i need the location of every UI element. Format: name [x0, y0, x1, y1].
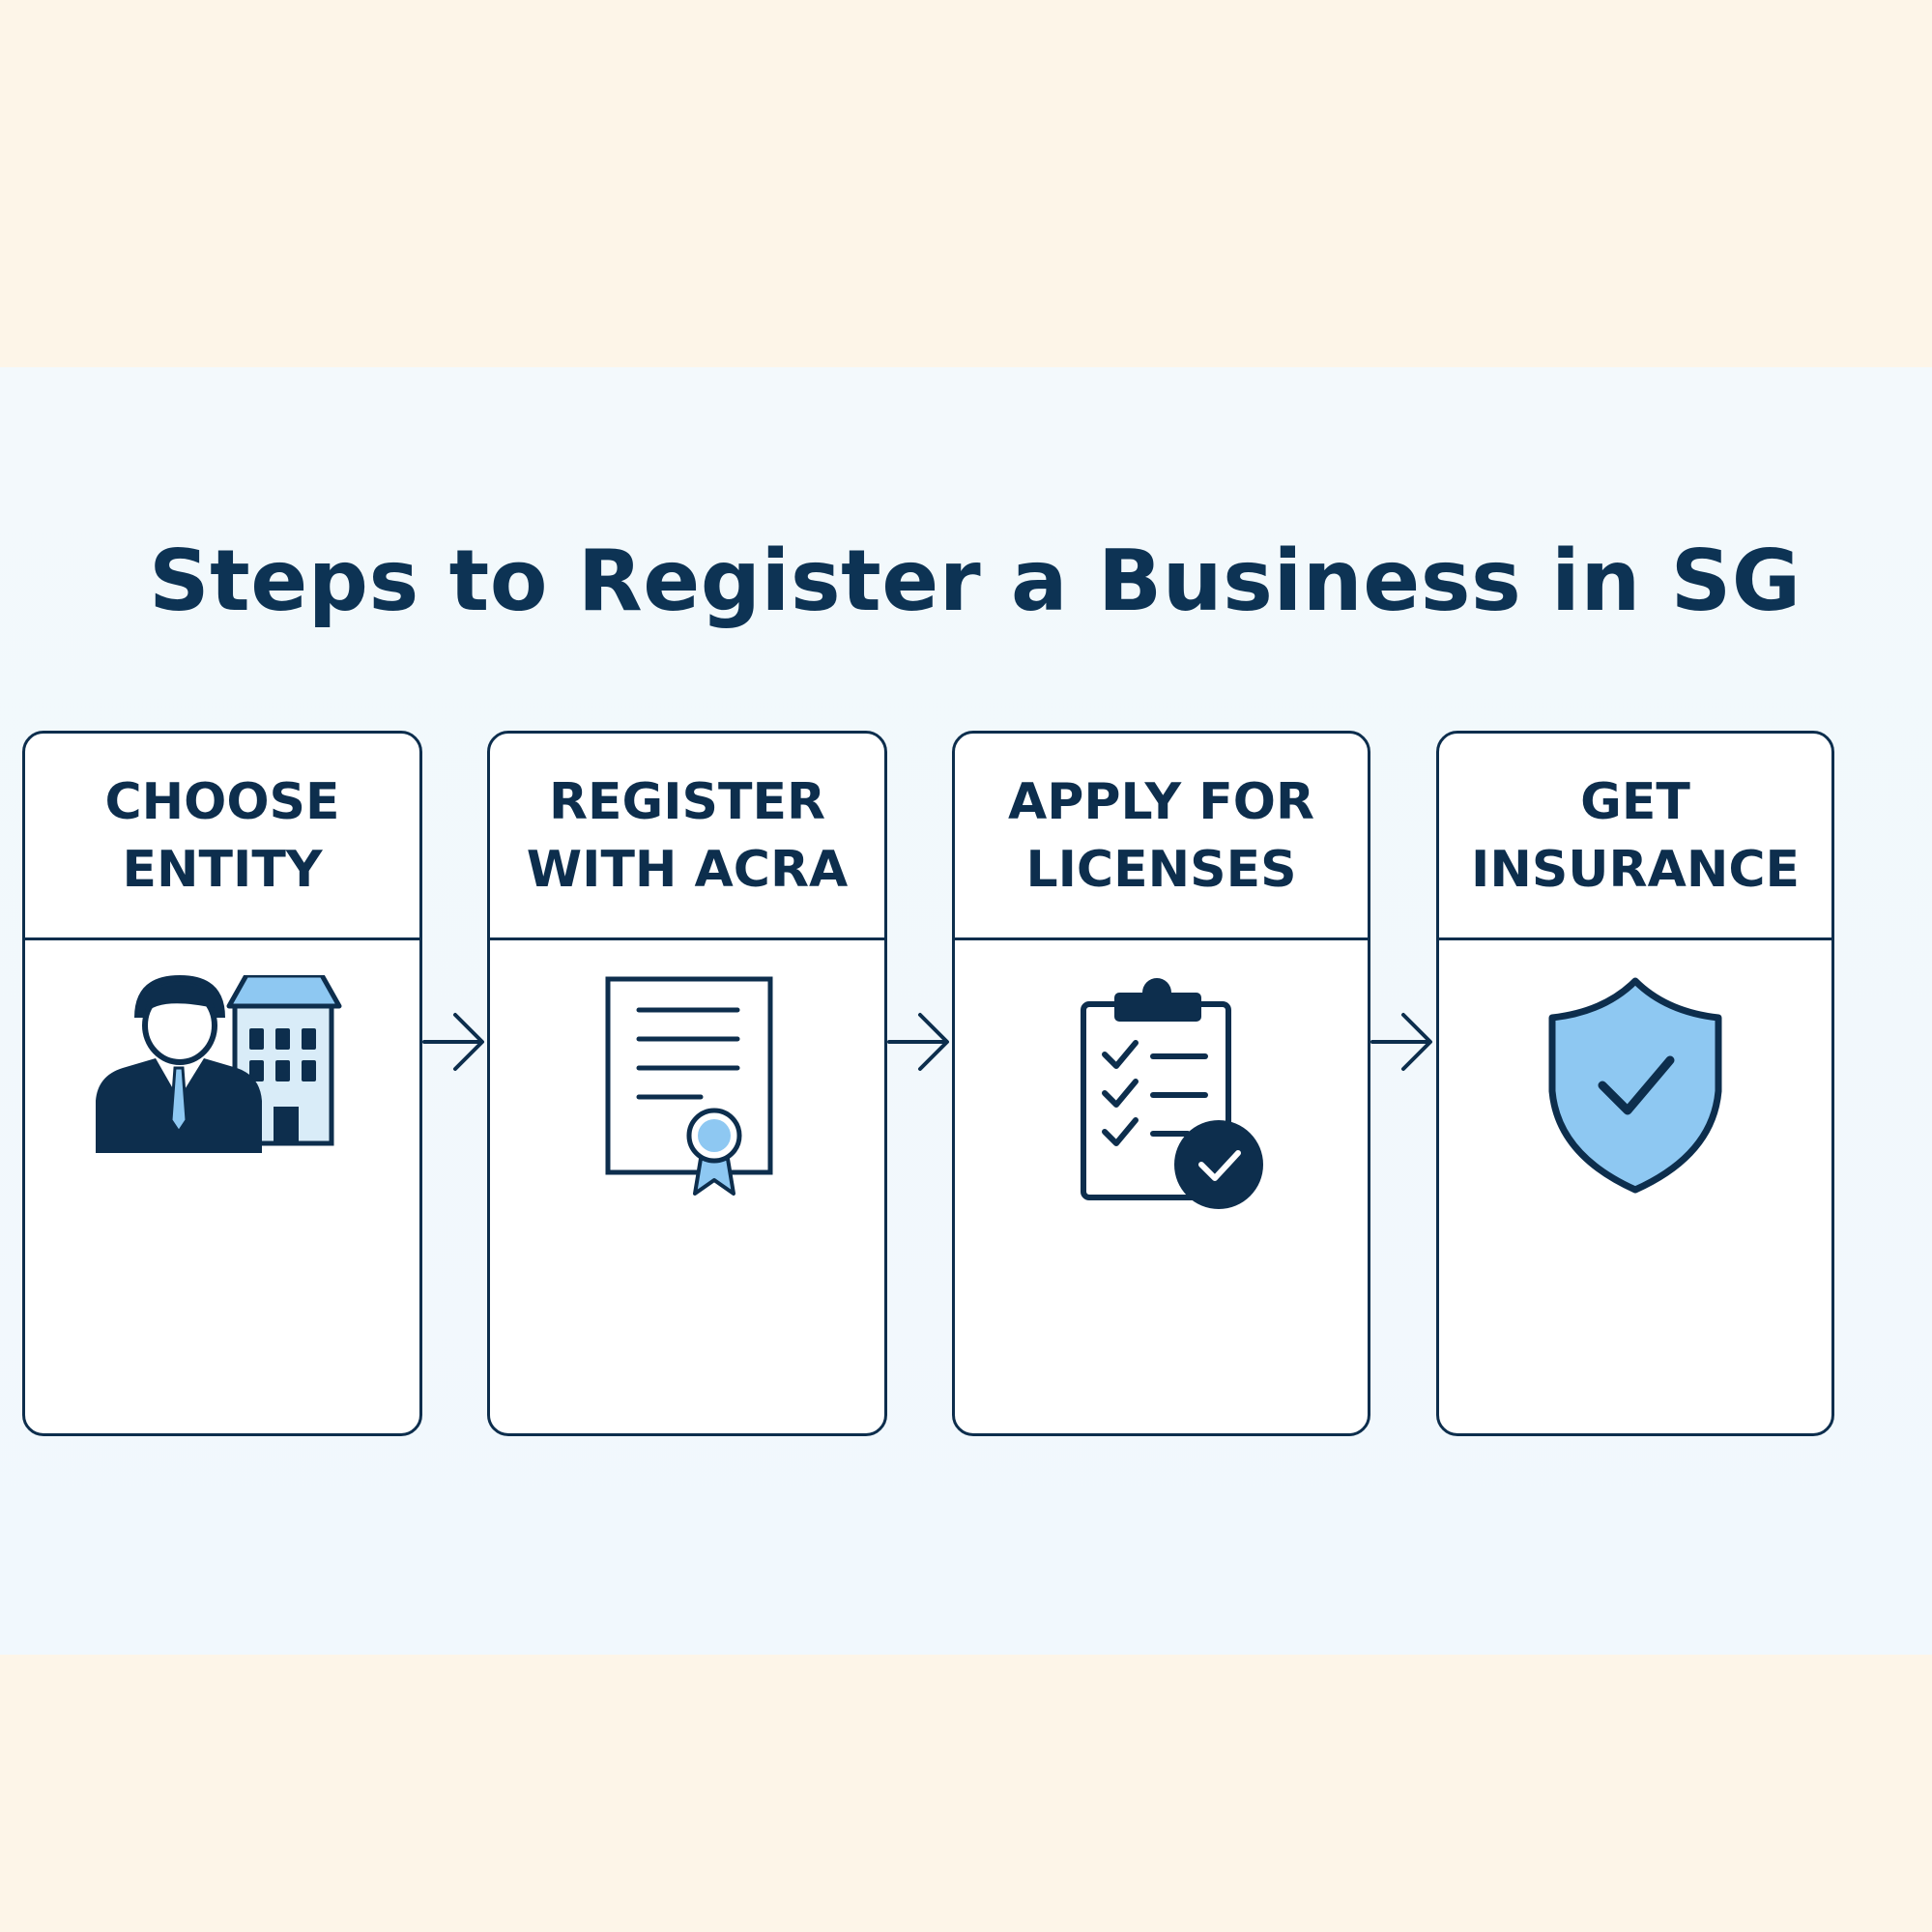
step-label: GET INSURANCE [1470, 772, 1801, 899]
arrow-icon [422, 1013, 484, 1071]
diagram-title: Steps to Register a Business in SG [149, 532, 1802, 630]
person-building-icon [96, 975, 342, 1153]
step-card-header: CHOOSE ENTITY [25, 734, 419, 940]
arrow-icon [887, 1013, 949, 1071]
shield-check-icon [1548, 977, 1722, 1194]
step-label: REGISTER WITH ACRA [526, 772, 849, 899]
step-card-register-with-acra: REGISTER WITH ACRA [487, 731, 887, 1436]
certificate-icon [605, 976, 773, 1196]
step-card-choose-entity: CHOOSE ENTITY [22, 731, 422, 1436]
arrow-icon [1370, 1013, 1432, 1071]
clipboard-checklist-icon [1080, 978, 1263, 1209]
step-card-apply-for-licenses: APPLY FOR LICENSES [952, 731, 1370, 1436]
step-label: APPLY FOR LICENSES [1007, 772, 1315, 899]
step-card-header: REGISTER WITH ACRA [490, 734, 884, 940]
step-card-get-insurance: GET INSURANCE [1436, 731, 1834, 1436]
step-label: CHOOSE ENTITY [104, 772, 340, 899]
step-card-header: GET INSURANCE [1439, 734, 1831, 940]
step-card-header: APPLY FOR LICENSES [955, 734, 1368, 940]
